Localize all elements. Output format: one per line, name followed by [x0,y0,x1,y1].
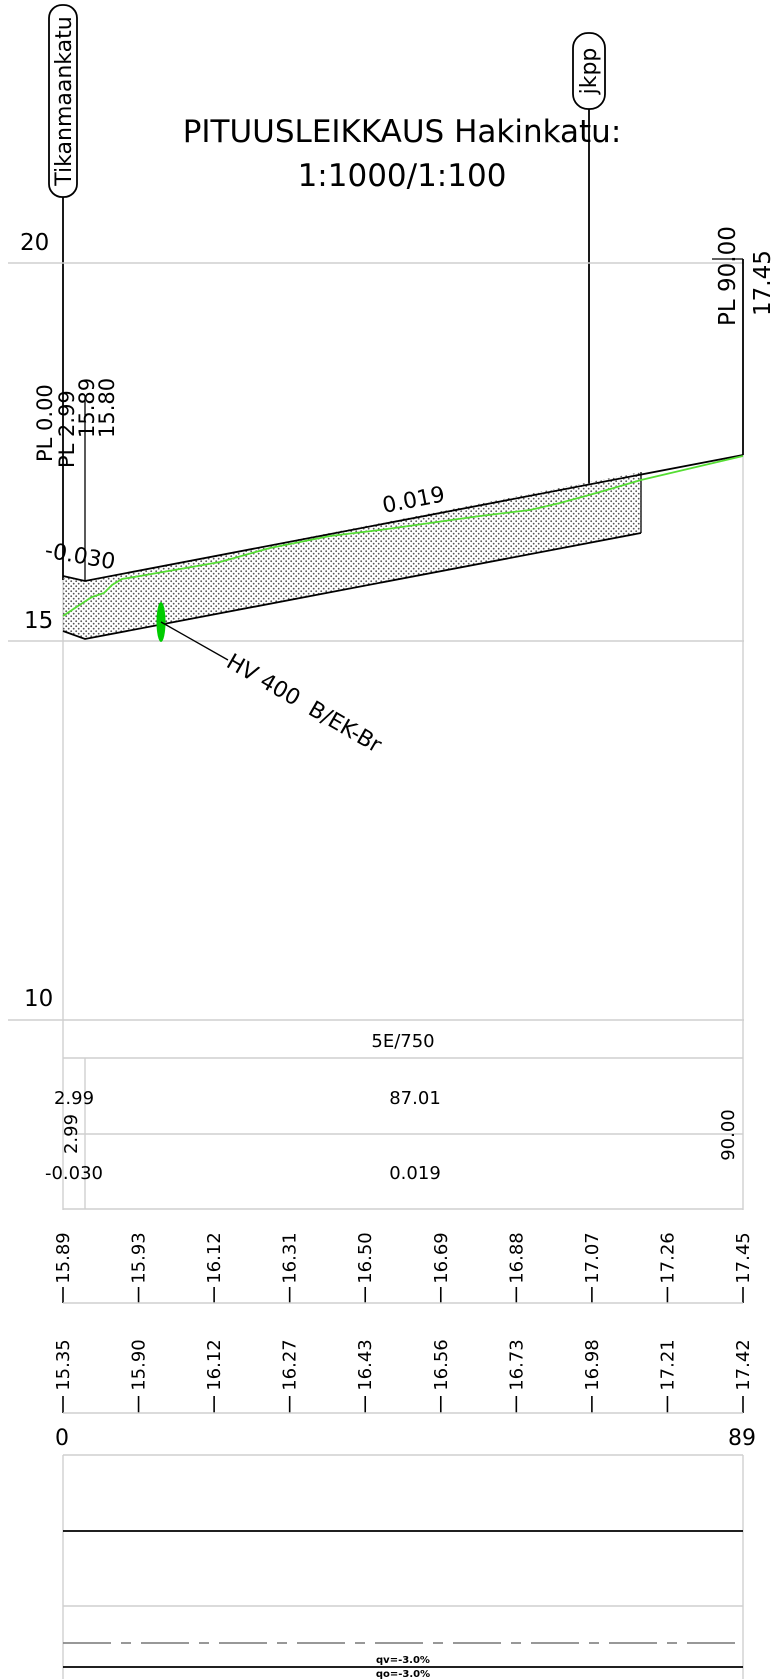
station-label-15-89: 15.89 [75,378,99,438]
existing-ground-line [62,455,744,617]
station-label-15-80: 15.80 [95,378,119,438]
design-height-label: 17.26 [657,1232,678,1284]
band-end-station: 90.00 [718,1109,739,1161]
crossfall-qo: qo=-3.0% [376,1669,430,1679]
title-line1: PITUUSLEIKKAUS Hakinkatu: [183,114,622,150]
design-height-label: 16.12 [204,1232,225,1284]
design-height-label: 15.93 [129,1232,150,1284]
pavement-structure [63,472,641,639]
pipe-leader [160,621,229,661]
ground-height-label: 16.27 [280,1339,301,1391]
ground-height-label: 16.12 [204,1339,225,1391]
pipe-label: HV 400 B/EK-Br [222,650,386,759]
axis-start-label: 0 [55,1426,69,1451]
design-height-label: 16.50 [355,1232,376,1284]
design-height-label: 16.69 [431,1232,452,1284]
axis-end-label: 89 [728,1426,756,1451]
design-bottom-line [62,532,642,640]
band-grade-mid: 0.019 [389,1163,441,1184]
ground-height-label: 15.35 [53,1339,74,1391]
design-height-label: 16.31 [280,1232,301,1284]
design-height-label: 17.45 [733,1232,754,1284]
elevation-label-10: 10 [24,986,53,1012]
ground-height-label: 16.98 [582,1339,603,1391]
band-length-left: 2.99 [54,1088,94,1109]
ground-height-label: 16.43 [355,1339,376,1391]
elevation-label-15: 15 [24,608,53,634]
street-tag-left: Tikanmaankatu [52,16,77,186]
elevation-label-20: 20 [20,230,49,256]
station-label-pl0: PL 0.00 [33,384,57,462]
station-label-pl2: PL 2.99 [55,390,79,468]
grade-label-top-left: -0.030 [43,538,117,575]
design-height-label: 15.89 [53,1232,74,1284]
design-top-line [62,454,744,582]
station-label-17-45: 17.45 [750,250,776,316]
band-length-mid: 87.01 [389,1088,441,1109]
ground-height-label: 17.42 [733,1339,754,1391]
design-heights-row: 15.89 15.93 16.12 16.31 16.50 16.69 16.88 17.07… [53,1232,754,1303]
band-curve-label: 5E/750 [371,1031,434,1052]
crossfall-qv: qv=-3.0% [376,1655,430,1666]
design-height-label: 17.07 [582,1232,603,1284]
ground-height-label: 16.73 [506,1339,527,1391]
band-length-rot: 2.99 [61,1114,82,1154]
station-label-pl90: PL 90.00 [715,226,741,326]
design-height-label: 16.88 [506,1232,527,1284]
ground-height-label: 16.56 [431,1339,452,1391]
street-tag-right: jkpp [577,48,602,96]
band-grade-left: -0.030 [45,1163,103,1184]
ground-height-label: 15.90 [129,1339,150,1391]
ground-height-label: 17.21 [657,1339,678,1391]
ground-heights-row: 15.35 15.90 16.12 16.27 16.43 16.56 16.73 16.98… [53,1339,754,1413]
title-line2: 1:1000/1:100 [298,158,507,194]
